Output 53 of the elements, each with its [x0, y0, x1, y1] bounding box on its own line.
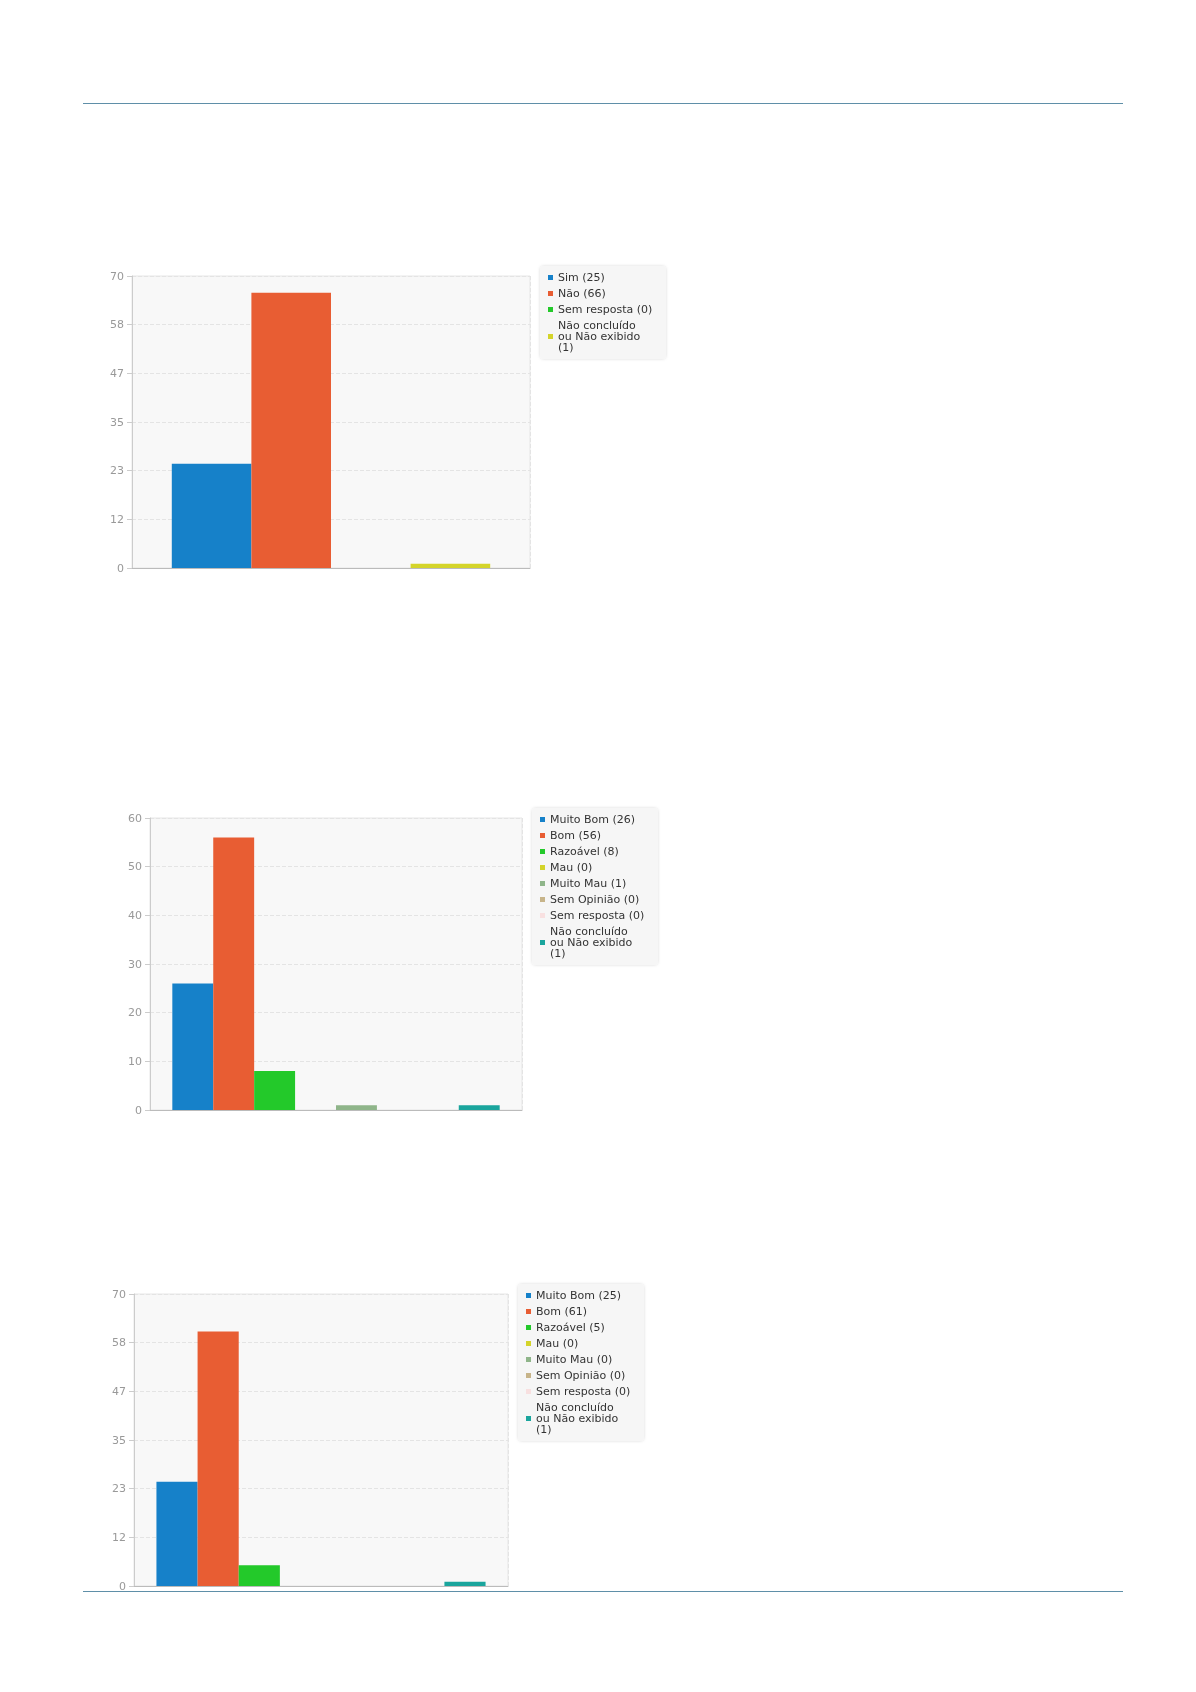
bar	[444, 1581, 486, 1586]
legend-label: Bom (56)	[550, 829, 602, 842]
bar	[336, 1105, 377, 1110]
y-tick-label: 23	[112, 1482, 126, 1496]
y-tick-label: 47	[112, 1384, 126, 1398]
y-tick-label: 23	[110, 464, 124, 478]
bar	[458, 1105, 500, 1110]
y-tick-label: 0	[119, 1579, 126, 1593]
legend-label: Sem resposta (0)	[558, 303, 653, 316]
legend-label: Sem resposta (0)	[536, 1385, 631, 1398]
bar	[254, 1071, 296, 1110]
legend-label: Sem Opinião (0)	[550, 893, 640, 906]
y-tick-label: 70	[112, 1287, 126, 1301]
y-tick-label: 12	[112, 1530, 126, 1544]
legend-label: Razoável (5)	[536, 1321, 605, 1334]
bar	[172, 983, 214, 1110]
bar	[156, 1481, 198, 1586]
legend-label: Não concluído ou Não exibido (1)	[550, 925, 636, 960]
bar	[197, 1331, 239, 1586]
y-tick-label: 60	[128, 811, 142, 825]
y-tick-label: 58	[112, 1336, 126, 1350]
y-tick-label: 35	[110, 415, 124, 429]
y-tick-label: 58	[110, 318, 124, 332]
bar	[251, 292, 331, 568]
legend-label: Sem resposta (0)	[550, 909, 645, 922]
y-tick-label: 30	[128, 957, 142, 971]
y-tick-label: 35	[112, 1433, 126, 1447]
y-tick-label: 10	[128, 1054, 142, 1068]
legend-label: Razoável (8)	[550, 845, 619, 858]
y-tick-label: 47	[110, 366, 124, 380]
y-tick-label: 40	[128, 908, 142, 922]
bar	[171, 463, 252, 568]
y-tick-label: 0	[135, 1103, 142, 1117]
legend-label: Não concluído ou Não exibido (1)	[558, 319, 644, 354]
legend-label: Muito Mau (1)	[550, 877, 627, 890]
legend-label: Muito Mau (0)	[536, 1353, 613, 1366]
legend-label: Muito Bom (26)	[550, 813, 636, 826]
legend-label: Sim (25)	[558, 271, 605, 284]
legend-label: Não concluído ou Não exibido (1)	[536, 1401, 622, 1436]
y-tick-label: 50	[128, 860, 142, 874]
y-tick-label: 12	[110, 512, 124, 526]
bar	[238, 1565, 280, 1586]
legend-label: Não (66)	[558, 287, 606, 300]
bar	[410, 563, 491, 568]
y-tick-label: 0	[117, 561, 124, 575]
legend-label: Bom (61)	[536, 1305, 588, 1318]
y-tick-label: 70	[110, 269, 124, 283]
bar	[213, 837, 255, 1110]
legend-label: Muito Bom (25)	[536, 1289, 622, 1302]
legend-label: Mau (0)	[550, 861, 593, 874]
legend-label: Sem Opinião (0)	[536, 1369, 626, 1382]
legend-label: Mau (0)	[536, 1337, 579, 1350]
y-tick-label: 20	[128, 1006, 142, 1020]
